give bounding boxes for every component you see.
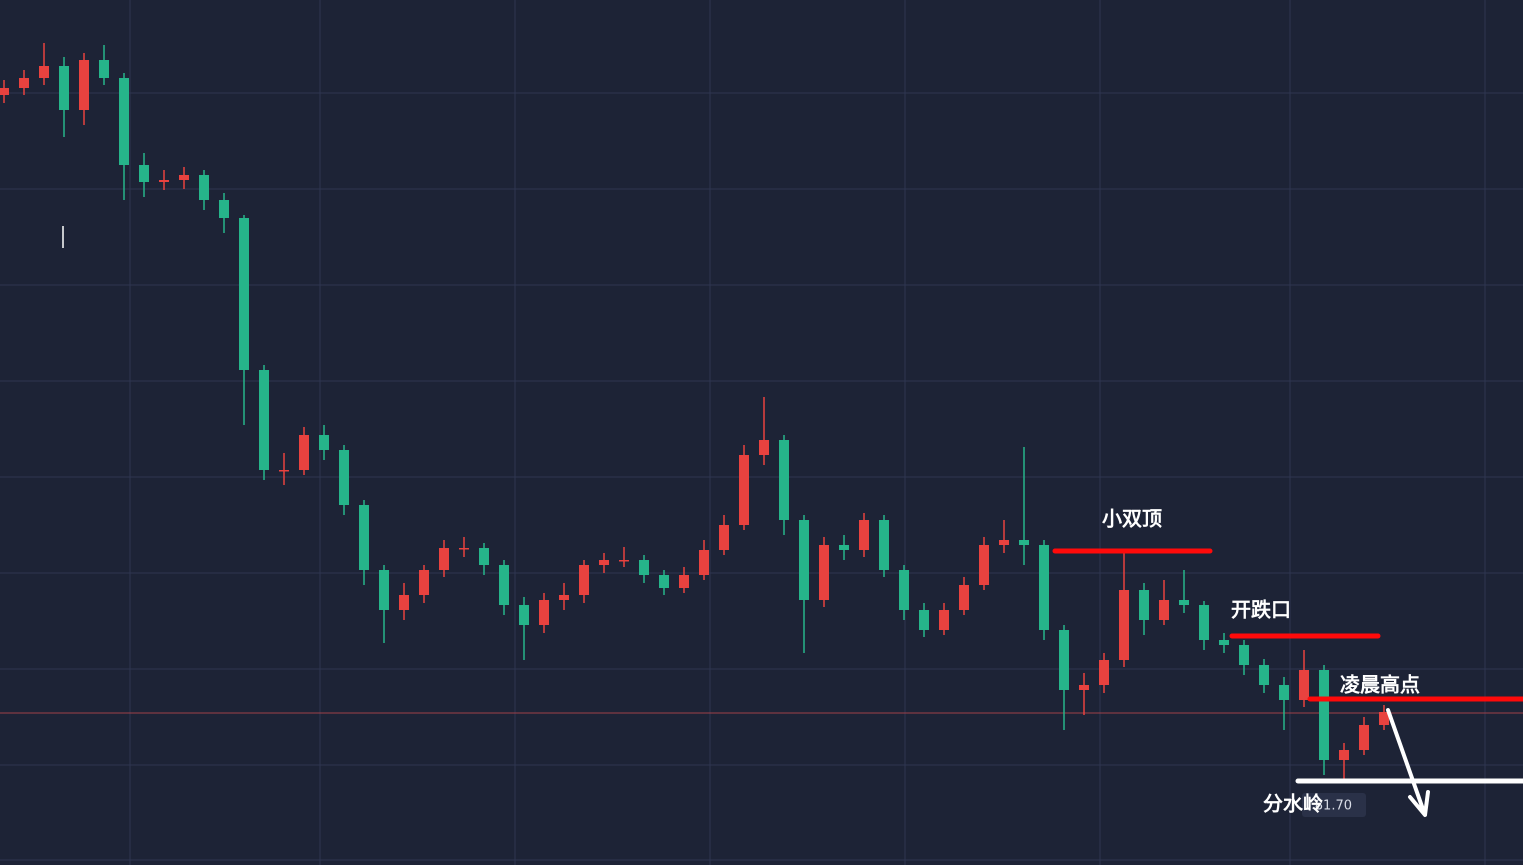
candle-body [1259,665,1269,685]
candle-body [1099,660,1109,685]
candle-body [1199,605,1209,640]
candle-body [99,60,109,78]
annotation-label: 凌晨高点 [1340,673,1420,697]
candle-body [739,455,749,525]
candle-body [1019,540,1029,545]
candle-body [979,545,989,585]
candle-body [879,520,889,570]
candle-body [779,440,789,520]
candle-body [39,66,49,78]
candle-body [559,595,569,600]
candle-body [279,470,289,472]
candle-body [719,525,729,550]
candle-body [299,435,309,470]
candle-body [319,435,329,450]
candle-body [699,550,709,575]
candle-body [599,560,609,565]
candle-body [1219,640,1229,645]
candle-body [579,565,589,595]
candle-body [219,200,229,218]
candle-body [19,78,29,88]
candle-body [1059,630,1069,690]
candle-body [179,175,189,180]
candle-body [1379,712,1389,725]
candle-body [759,440,769,455]
candle-body [139,165,149,182]
candle-body [459,548,469,550]
candle-body [639,560,649,575]
candle-body [1139,590,1149,620]
candle-body [1079,685,1089,690]
candle-body [919,610,929,630]
candle-body [659,575,669,588]
candle-body [1339,750,1349,760]
candle-body [0,88,9,95]
price-tag [1302,793,1366,817]
candle-body [359,505,369,570]
candle-body [939,610,949,630]
candle-body [1159,600,1169,620]
candle-body [379,570,389,610]
candle-body [1179,600,1189,605]
candle-body [239,218,249,370]
candle-body [539,600,549,625]
candle-body [1299,670,1309,700]
candle-body [199,175,209,200]
candle-body [339,450,349,505]
candle-body [159,180,169,182]
candle-body [439,548,449,570]
candle-body [119,78,129,165]
annotation-label: 小双顶 [1102,507,1162,531]
candle-body [79,60,89,110]
annotation-label: 开跌口 [1231,598,1291,622]
candle-body [819,545,829,600]
annotations: 81.70 小双顶 开跌口 凌晨高点 分水岭 [1052,507,1523,817]
candle-body [999,540,1009,545]
candle-body [1119,590,1129,660]
candle-body [1319,670,1329,760]
candle-body [1279,685,1289,700]
annotation-label: 分水岭 [1263,792,1323,816]
candle-body [1039,545,1049,630]
candles [0,43,1389,780]
candle-body [479,548,489,565]
down-arrow [1386,708,1430,817]
candle-body [959,585,969,610]
candle-body [1239,645,1249,665]
candle-body [859,520,869,550]
candle-body [259,370,269,470]
candle-body [1359,725,1369,750]
candle-body [499,565,509,605]
candle-body [419,570,429,595]
candle-body [799,520,809,600]
price-tag-label: 81.70 [1315,799,1352,814]
candle-body [839,545,849,550]
candle-body [899,570,909,610]
candle-body [679,575,689,588]
candle-body [619,560,629,562]
candle-body [519,605,529,625]
candle-body [59,66,69,110]
candle-body [399,595,409,610]
